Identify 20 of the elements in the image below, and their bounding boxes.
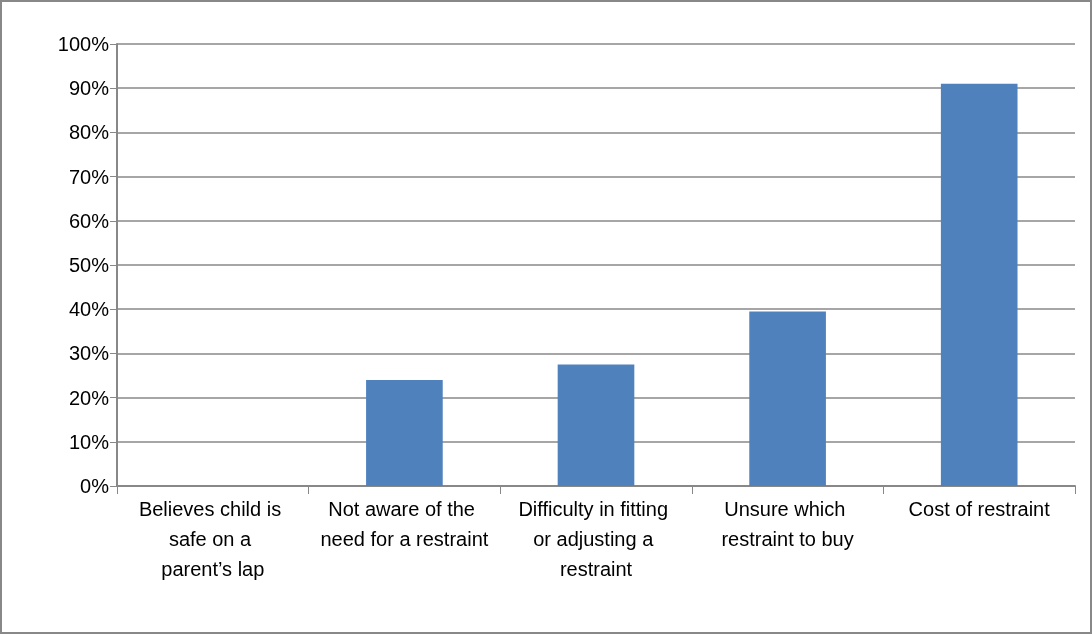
bar	[557, 364, 635, 486]
y-tick-label: 40%	[68, 298, 110, 321]
y-tick-label: 80%	[68, 121, 110, 144]
bar	[940, 83, 1018, 486]
y-tick-label: 100%	[57, 33, 110, 55]
y-tick-label: 30%	[68, 342, 110, 365]
y-tick-label: 20%	[68, 386, 110, 409]
y-tick-label: 0%	[80, 475, 110, 497]
x-tick-label: Difficulty in fitting or adjusting a restraint	[518, 498, 674, 580]
y-tick-label: 90%	[68, 77, 110, 100]
y-tick-label: 70%	[68, 165, 110, 188]
x-tick-label: Not aware of the need for a restraint	[320, 498, 489, 550]
x-tick-label: Cost of restraint	[908, 498, 1051, 520]
x-tick-label: Believes child is safe on a parent’s lap	[138, 498, 287, 580]
y-tick-label: 60%	[68, 209, 110, 232]
bar	[366, 379, 443, 486]
bar	[749, 311, 826, 486]
x-tick-label: Unsure which restraint to buy	[721, 498, 854, 550]
y-tick-label: 50%	[68, 254, 110, 276]
y-tick-label: 10%	[68, 430, 110, 453]
